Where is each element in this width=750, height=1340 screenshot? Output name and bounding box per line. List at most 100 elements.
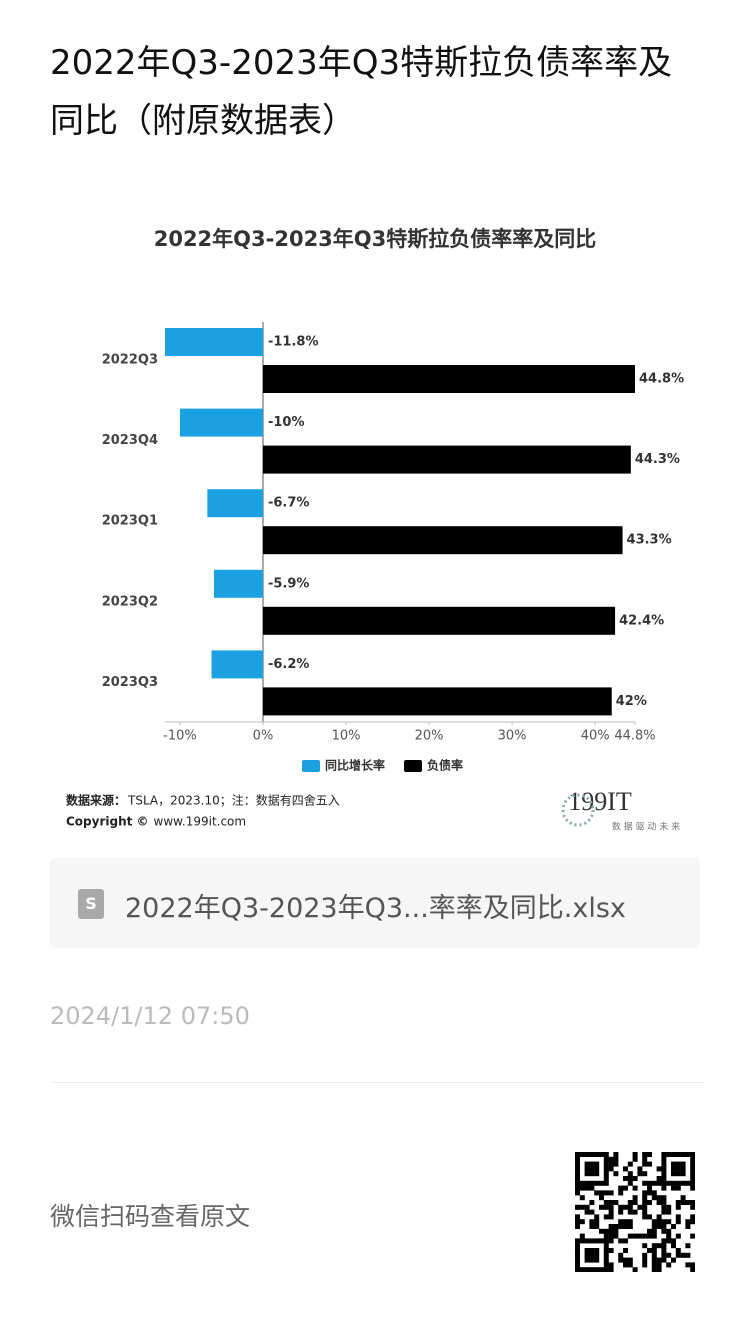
qr-module <box>623 1204 628 1210</box>
qr-module <box>575 1152 580 1157</box>
qr-module <box>594 1248 600 1253</box>
qr-module <box>589 1224 595 1229</box>
qr-module <box>661 1195 667 1201</box>
source-text: TSLA，2023.10；注：数据有四舍五入 <box>127 793 340 808</box>
qr-module <box>680 1161 686 1167</box>
qr-module <box>594 1257 600 1263</box>
qr-module <box>675 1248 681 1253</box>
qr-module <box>589 1185 595 1191</box>
qr-module <box>666 1228 672 1234</box>
qr-module <box>584 1238 590 1244</box>
qr-module <box>623 1185 628 1191</box>
qr-module <box>656 1262 662 1268</box>
qr-module <box>603 1176 609 1181</box>
publish-date: 2024/1/12 07:50 <box>50 1002 250 1030</box>
qr-module <box>656 1267 662 1272</box>
qr-module <box>594 1152 600 1157</box>
copyright-text: www.199it.com <box>154 815 247 829</box>
qr-module <box>613 1224 619 1229</box>
qr-module <box>584 1185 590 1191</box>
qr-module <box>599 1204 604 1210</box>
y-tick-label: 2023Q3 <box>102 675 158 690</box>
x-tick-label: -10% <box>163 729 197 744</box>
qr-module <box>656 1224 662 1229</box>
qr-module <box>608 1214 614 1220</box>
qr-module <box>618 1209 624 1215</box>
qr-module <box>603 1243 609 1249</box>
qr-module <box>613 1171 619 1177</box>
qr-module <box>680 1252 686 1258</box>
qr-module <box>627 1180 633 1186</box>
qr-module <box>584 1171 590 1177</box>
qr-module <box>603 1180 609 1186</box>
qr-module <box>579 1238 585 1244</box>
qr-module <box>666 1252 672 1258</box>
bar <box>262 526 623 555</box>
qr-module <box>685 1180 691 1186</box>
qr-module <box>627 1161 633 1167</box>
qr-module <box>603 1267 609 1272</box>
qr-module <box>642 1214 648 1220</box>
qr-module <box>599 1195 604 1201</box>
qr-module <box>575 1238 580 1244</box>
qr-module <box>637 1204 643 1210</box>
qr-module <box>589 1161 595 1167</box>
qr-module <box>575 1180 580 1186</box>
qr-module <box>675 1152 681 1157</box>
qr-module <box>584 1252 590 1258</box>
legend-label: 同比增长率 <box>325 758 385 773</box>
bar <box>262 606 616 635</box>
qr-module <box>608 1190 614 1196</box>
qr-module <box>661 1248 667 1253</box>
logo-icon <box>561 793 595 827</box>
x-tick-label: 20% <box>415 729 444 744</box>
qr-module <box>575 1252 580 1258</box>
logo-slogan: 数 据 驱 动 未 来 <box>612 821 680 833</box>
x-tick-label: 40% <box>581 729 610 744</box>
value-label: 42.4% <box>619 613 664 628</box>
qr-module <box>651 1224 657 1229</box>
qr-module <box>656 1200 662 1205</box>
qr-module <box>575 1190 580 1196</box>
qr-module <box>599 1152 604 1157</box>
qr-module <box>603 1238 609 1244</box>
article-title: 2022年Q3-2023年Q3特斯拉负债率率及同比（附原数据表） <box>50 43 673 141</box>
qr-module <box>690 1204 695 1210</box>
divider <box>50 1082 705 1083</box>
qr-module <box>690 1156 695 1162</box>
qr-module <box>690 1200 695 1205</box>
bar <box>207 489 263 518</box>
qr-module <box>627 1224 633 1229</box>
qr-module <box>661 1257 667 1263</box>
qr-module <box>642 1152 648 1157</box>
qr-module <box>685 1219 691 1225</box>
qr-module <box>579 1267 585 1272</box>
qr-module <box>690 1152 695 1157</box>
bar <box>262 445 631 474</box>
qr-module <box>690 1161 695 1167</box>
qr-module <box>627 1219 633 1225</box>
qr-module <box>575 1248 580 1253</box>
qr-module <box>594 1214 600 1220</box>
qr-module <box>589 1267 595 1272</box>
legend-label: 负债率 <box>427 758 463 773</box>
qr-module <box>632 1200 638 1205</box>
qr-module <box>661 1200 667 1205</box>
attachment[interactable]: S 2022年Q3-2023年Q3...率率及同比.xlsx <box>50 858 700 948</box>
qr-module <box>661 1152 667 1157</box>
qr-module <box>618 1185 624 1191</box>
file-name[interactable]: 2022年Q3-2023年Q3...率率及同比.xlsx <box>125 893 626 924</box>
qr-module <box>623 1248 628 1253</box>
qr-module <box>608 1248 614 1253</box>
qr-module <box>594 1171 600 1177</box>
qr-module <box>675 1204 681 1210</box>
qr-module <box>642 1195 648 1201</box>
qr-module <box>599 1228 604 1234</box>
qr-module <box>685 1262 691 1268</box>
qr-module <box>613 1156 619 1162</box>
qr-module <box>584 1166 590 1172</box>
file-icon: S <box>78 889 104 919</box>
qr-module <box>690 1180 695 1186</box>
qr-module <box>603 1257 609 1263</box>
